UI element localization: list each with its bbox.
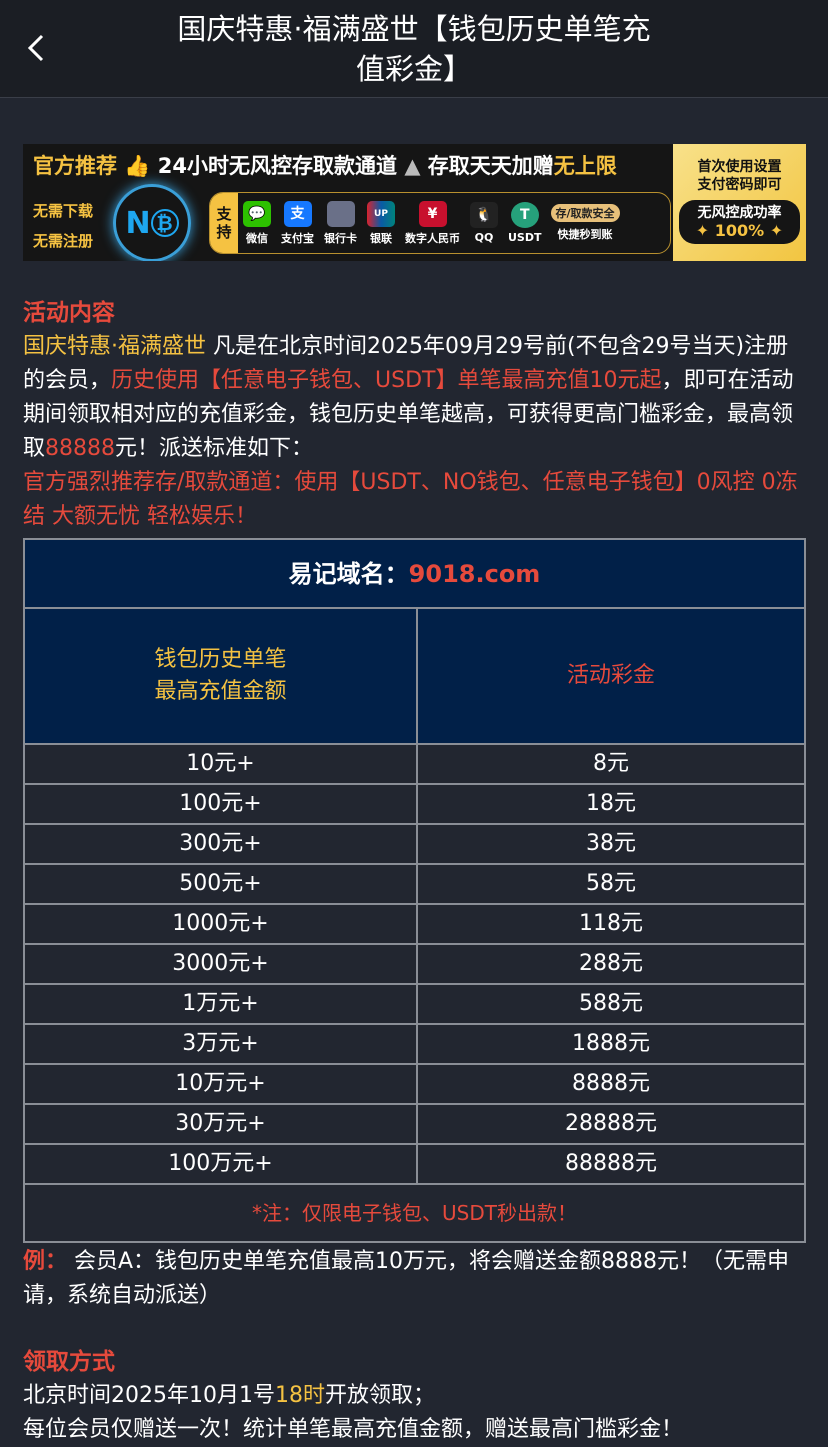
usdt-method: T USDT (508, 202, 542, 244)
bonus-cell: 8888元 (416, 1063, 806, 1105)
table-row: 300元+ 38元 (23, 823, 806, 865)
table-row: 100万元+ 88888元 (23, 1143, 806, 1185)
bonus-table: 易记域名：9018.com 钱包历史单笔 最高充值金额 活动彩金 10元+ 8元 100… (23, 538, 806, 1243)
qq-penguin-icon: 🐧 (470, 202, 498, 228)
no-download: 无需下载 (33, 202, 94, 220)
arrow-up-icon: ▲ (404, 154, 421, 178)
activity-description: 国庆特惠·福满盛世 凡是在北京时间2025年09月29号前(不包含29号当天)注… (23, 334, 794, 461)
safe-fast: 存/取款安全 快捷秒到账 (550, 204, 620, 242)
deposit-cell: 300元+ (23, 823, 418, 865)
deposit-cell: 1000元+ (23, 903, 418, 945)
bonus-cell: 588元 (416, 983, 806, 1025)
deposit-cell: 30万元+ (23, 1103, 418, 1145)
bonus-cell: 18元 (416, 783, 806, 825)
unionpay-icon: UP (367, 200, 395, 227)
nav-header: 国庆特惠·福满盛世【钱包历史单笔充值彩金】 (0, 0, 828, 98)
bonus-cell: 1888元 (416, 1023, 806, 1065)
bonus-cell: 288元 (416, 943, 806, 985)
qq-method: 🐧 QQ (470, 202, 498, 244)
wechat-icon: 💬 (243, 200, 271, 227)
table-row: 1000元+ 118元 (23, 903, 806, 945)
support-label: 支持 (210, 193, 238, 253)
table-row: 3万元+ 1888元 (23, 1023, 806, 1065)
table-row: 3000元+ 288元 (23, 943, 806, 985)
alipay-method: 支支付宝 (281, 200, 314, 246)
banner-recommend: 官方推荐 (33, 154, 117, 178)
recommended-channel: 官方强烈推荐存/取款通道：使用【USDT、NO钱包、任意电子钱包】0风控 0冻结… (23, 470, 798, 529)
ecny-icon: ¥ (418, 200, 447, 227)
table-row: 10万元+ 8888元 (23, 1063, 806, 1105)
bank-card-icon (326, 200, 355, 227)
claim-rule: 每位会员仅赠送一次！统计单笔最高充值金额，赠送最高门槛彩金！ (23, 1417, 684, 1442)
unionpay-method: UP 银联 (367, 200, 395, 246)
payment-methods: 支持 💬 微信 支支付宝 银行卡 UP 银联 ¥ 数字人民币 🐧 QQ T USDT 存/… (209, 192, 671, 254)
table-header: 钱包历史单笔 最高充值金额 活动彩金 (23, 607, 806, 745)
deposit-cell: 3万元+ (23, 1023, 418, 1065)
bonus-cell: 28888元 (416, 1103, 806, 1145)
deposit-cell: 3000元+ (23, 943, 418, 985)
activity-heading: 活动内容 (23, 300, 115, 326)
example-text: 例： 会员A：钱包历史单笔充值最高10万元，将会赠送金额8888元！（无需申请，… (23, 1249, 790, 1308)
banner-bonus: 存取天天加赠 (427, 154, 554, 178)
bankcard-method: 银行卡 (324, 200, 357, 246)
table-row: 1万元+ 588元 (23, 983, 806, 1025)
domain-link[interactable]: 9018.com (408, 559, 541, 588)
deposit-cell: 500元+ (23, 863, 418, 905)
banner-unlimited: 无上限 (553, 154, 617, 178)
bonus-cell: 88888元 (416, 1143, 806, 1185)
table-row: 100元+ 18元 (23, 783, 806, 825)
wechat-method: 💬 微信 (243, 200, 271, 246)
chevron-left-icon[interactable] (22, 30, 52, 66)
deposit-cell: 10元+ (23, 743, 418, 785)
page-title: 国庆特惠·福满盛世【钱包历史单笔充值彩金】 (177, 11, 651, 86)
thumbs-up-icon: 👍 (124, 154, 151, 178)
deposit-cell: 100元+ (23, 783, 418, 825)
table-row: 500元+ 58元 (23, 863, 806, 905)
deposit-cell: 1万元+ (23, 983, 418, 1025)
domain-row: 易记域名：9018.com (23, 538, 806, 609)
ecny-method: ¥ 数字人民币 (405, 200, 460, 246)
bonus-cell: 118元 (416, 903, 806, 945)
deposit-cell: 100万元+ (23, 1143, 418, 1185)
banner-channel: 24小时无风控存取款通道 (157, 154, 398, 178)
table-note: *注：仅限电子钱包、USDT秒出款！ (23, 1183, 806, 1243)
alipay-icon: 支 (283, 200, 312, 227)
bonus-cell: 58元 (416, 863, 806, 905)
banner-right: 首次使用设置 支付密码即可 无风控成功率 ✦ 100% ✦ (673, 144, 806, 261)
deposit-cell: 10万元+ (23, 1063, 418, 1105)
bonus-cell: 8元 (416, 743, 806, 785)
bonus-cell: 38元 (416, 823, 806, 865)
claim-heading: 领取方式 (23, 1349, 115, 1375)
no-register: 无需注册 (33, 232, 94, 250)
table-row: 10元+ 8元 (23, 743, 806, 785)
tether-icon: T (510, 202, 539, 228)
promo-banner[interactable]: 官方推荐 👍 24小时无风控存取款通道 ▲ 存取天天加赠无上限 无需下载无需注册… (23, 144, 806, 261)
claim-time: 北京时间2025年10月1号18时开放领取； (23, 1383, 435, 1408)
no-wallet-logo: N ₿ (113, 184, 191, 261)
table-row: 30万元+ 28888元 (23, 1103, 806, 1145)
success-rate: 无风控成功率 ✦ 100% ✦ (679, 200, 800, 244)
